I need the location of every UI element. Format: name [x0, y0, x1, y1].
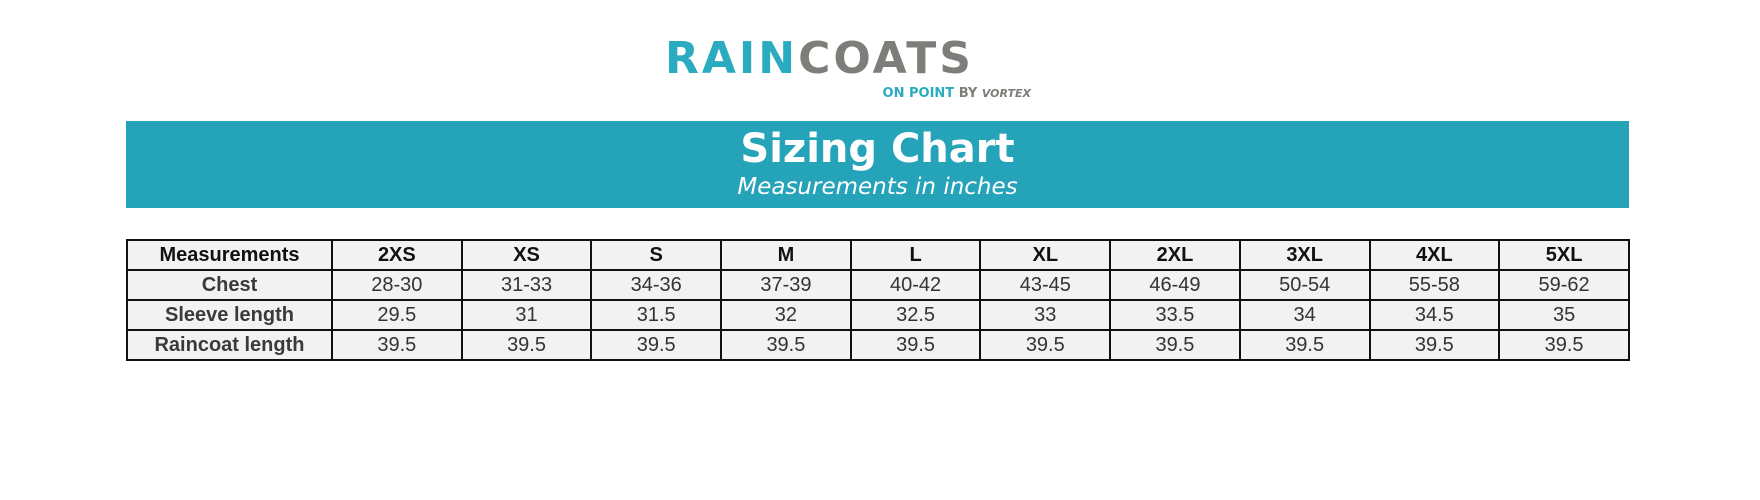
table-cell: 39.5	[720, 329, 852, 361]
table-cell: 50-54	[1238, 269, 1371, 301]
table-row: Raincoat length 39.5 39.5 39.5 39.5 39.5 39.5 3…	[126, 329, 1630, 361]
table-cell: 31.5	[590, 299, 723, 331]
table-cell: 39.5	[590, 329, 723, 361]
sizing-chart-banner: Sizing Chart Measurements in inches	[126, 121, 1629, 208]
logo-tagline: ON POINT BY VORTEX	[882, 86, 1031, 101]
row-label: Sleeve length	[126, 299, 333, 331]
column-header-size: L	[849, 239, 982, 271]
row-label: Raincoat length	[126, 329, 333, 361]
table-cell: 31	[460, 299, 593, 331]
table-cell: 34	[1238, 299, 1371, 331]
column-header-size: 4XL	[1368, 239, 1501, 271]
table-cell: 55-58	[1368, 269, 1501, 301]
table-header-row: Measurements 2XS XS S M L XL 2XL 3XL 4XL 5XL	[126, 239, 1630, 271]
table-cell: 39.5	[460, 329, 593, 361]
table-cell: 59-62	[1498, 269, 1630, 301]
column-header-size: S	[590, 239, 723, 271]
column-header-measurements: Measurements	[126, 239, 333, 271]
page-subtitle: Measurements in inches	[737, 174, 1018, 200]
logo-wordmark: RAINCOATS	[665, 33, 974, 84]
raincoats-logo: RAINCOATS ON POINT BY VORTEX	[665, 36, 1035, 108]
table-cell: 28-30	[331, 269, 463, 301]
table-cell: 29.5	[331, 299, 463, 331]
table-cell: 31-33	[460, 269, 593, 301]
sizing-table: Measurements 2XS XS S M L XL 2XL 3XL 4XL 5XL Chest…	[126, 239, 1630, 361]
table-cell: 46-49	[1109, 269, 1241, 301]
table-cell: 39.5	[1368, 329, 1501, 361]
column-header-size: XS	[460, 239, 593, 271]
table-row: Sleeve length 29.5 31 31.5 32 32.5 33 33.5 34 34.…	[126, 299, 1630, 331]
table-cell: 35	[1498, 299, 1630, 331]
column-header-size: 5XL	[1498, 239, 1630, 271]
table-cell: 34.5	[1368, 299, 1501, 331]
table-cell: 33.5	[1109, 299, 1241, 331]
table-cell: 32	[720, 299, 852, 331]
table-row: Chest 28-30 31-33 34-36 37-39 40-42 43-45 46-49…	[126, 269, 1630, 301]
column-header-size: XL	[979, 239, 1112, 271]
column-header-size: 2XL	[1109, 239, 1241, 271]
table-cell: 40-42	[849, 269, 982, 301]
table-cell: 39.5	[1238, 329, 1371, 361]
table-cell: 39.5	[1109, 329, 1241, 361]
column-header-size: 2XS	[331, 239, 463, 271]
table-cell: 32.5	[849, 299, 982, 331]
table-cell: 34-36	[590, 269, 723, 301]
table-cell: 39.5	[979, 329, 1112, 361]
table-cell: 39.5	[1498, 329, 1630, 361]
table-cell: 39.5	[849, 329, 982, 361]
table-cell: 37-39	[720, 269, 852, 301]
page-title: Sizing Chart	[740, 126, 1015, 172]
column-header-size: M	[720, 239, 852, 271]
table-cell: 33	[979, 299, 1112, 331]
table-cell: 39.5	[331, 329, 463, 361]
column-header-size: 3XL	[1238, 239, 1371, 271]
table-cell: 43-45	[979, 269, 1112, 301]
row-label: Chest	[126, 269, 333, 301]
